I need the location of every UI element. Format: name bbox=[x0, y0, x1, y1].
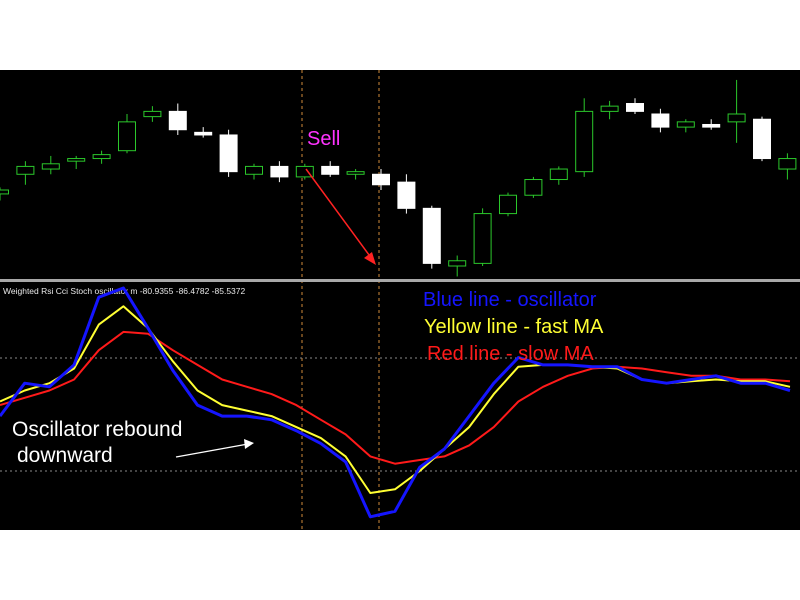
candle-body bbox=[245, 165, 263, 175]
candle bbox=[422, 205, 441, 269]
candle-body bbox=[549, 168, 568, 181]
candle bbox=[295, 163, 314, 180]
candle-body bbox=[346, 171, 365, 175]
candle bbox=[727, 79, 746, 143]
candle bbox=[626, 98, 644, 114]
legend-slow-ma: Red line - slow MA bbox=[427, 343, 594, 365]
candle bbox=[346, 169, 365, 180]
sell-annotation: Sell bbox=[307, 128, 340, 150]
candle-body bbox=[270, 165, 289, 178]
grid-layer bbox=[0, 70, 800, 530]
oscillator-lines bbox=[0, 286, 791, 519]
candle bbox=[473, 208, 492, 266]
candle bbox=[67, 155, 86, 170]
sell-arrow bbox=[305, 168, 376, 265]
candle-body bbox=[67, 158, 86, 162]
candle-body bbox=[727, 113, 746, 123]
candle bbox=[753, 116, 771, 162]
sell-arrow-shaft bbox=[305, 168, 373, 260]
candle-body bbox=[16, 165, 35, 175]
candle bbox=[143, 106, 162, 122]
candle-body bbox=[448, 260, 467, 267]
candle-body bbox=[194, 131, 213, 136]
candle bbox=[118, 114, 136, 154]
candle bbox=[397, 174, 416, 214]
forex-chart: Weighted Rsi Cci Stoch oscillator m -80.… bbox=[0, 70, 800, 530]
candle bbox=[321, 161, 340, 177]
candle-body bbox=[575, 110, 594, 173]
candle-body bbox=[422, 207, 441, 264]
candle bbox=[194, 127, 213, 138]
rebound-annotation-line1: Oscillator rebound bbox=[12, 418, 182, 441]
oscillator-line bbox=[0, 286, 791, 519]
chart-canvas: Weighted Rsi Cci Stoch oscillator m -80.… bbox=[0, 70, 800, 530]
sell-arrow-head bbox=[364, 252, 376, 265]
candle bbox=[575, 98, 594, 177]
candle-body bbox=[143, 110, 162, 118]
candle bbox=[92, 150, 111, 164]
candle bbox=[524, 176, 543, 198]
candle-body bbox=[499, 194, 517, 215]
candle bbox=[0, 187, 9, 201]
candle bbox=[372, 169, 390, 190]
candle-body bbox=[295, 165, 314, 178]
candle-body bbox=[372, 173, 390, 186]
candle bbox=[16, 161, 35, 185]
candle-body bbox=[651, 113, 670, 128]
candle-body bbox=[778, 158, 797, 170]
candlestick-series bbox=[0, 79, 797, 277]
legend-fast-ma: Yellow line - fast MA bbox=[424, 316, 604, 338]
legend: Blue line - oscillator Yellow line - fas… bbox=[423, 289, 604, 365]
candle-body bbox=[753, 118, 771, 160]
rebound-arrow bbox=[175, 439, 254, 458]
candle-body bbox=[397, 181, 416, 209]
candle bbox=[549, 166, 568, 185]
candle bbox=[41, 155, 60, 175]
candle bbox=[168, 103, 187, 135]
candle-body bbox=[168, 110, 187, 131]
candle bbox=[448, 255, 467, 277]
candle-body bbox=[219, 134, 238, 173]
candle-body bbox=[41, 163, 60, 170]
pane-separator[interactable] bbox=[0, 279, 800, 282]
legend-oscillator: Blue line - oscillator bbox=[423, 289, 597, 311]
candle-body bbox=[702, 123, 721, 128]
candle bbox=[676, 119, 695, 133]
rebound-arrow-head bbox=[244, 439, 254, 449]
candle bbox=[702, 119, 721, 130]
candle bbox=[499, 192, 517, 217]
candle-body bbox=[600, 105, 619, 112]
candle bbox=[245, 163, 263, 180]
candle-body bbox=[676, 121, 695, 128]
candle-body bbox=[321, 165, 340, 175]
candle bbox=[270, 161, 289, 183]
candle bbox=[600, 100, 619, 120]
candle bbox=[219, 129, 238, 177]
candle-body bbox=[626, 103, 644, 112]
slow-ma-line bbox=[0, 330, 791, 465]
candle-body bbox=[473, 213, 492, 264]
candle-body bbox=[524, 179, 543, 196]
candle bbox=[778, 153, 797, 180]
candle-body bbox=[118, 121, 136, 152]
rebound-annotation-line2: downward bbox=[17, 444, 113, 467]
candle-body bbox=[92, 154, 111, 160]
rebound-arrow-shaft bbox=[175, 443, 249, 458]
candle-body bbox=[0, 189, 9, 195]
candle bbox=[651, 108, 670, 133]
